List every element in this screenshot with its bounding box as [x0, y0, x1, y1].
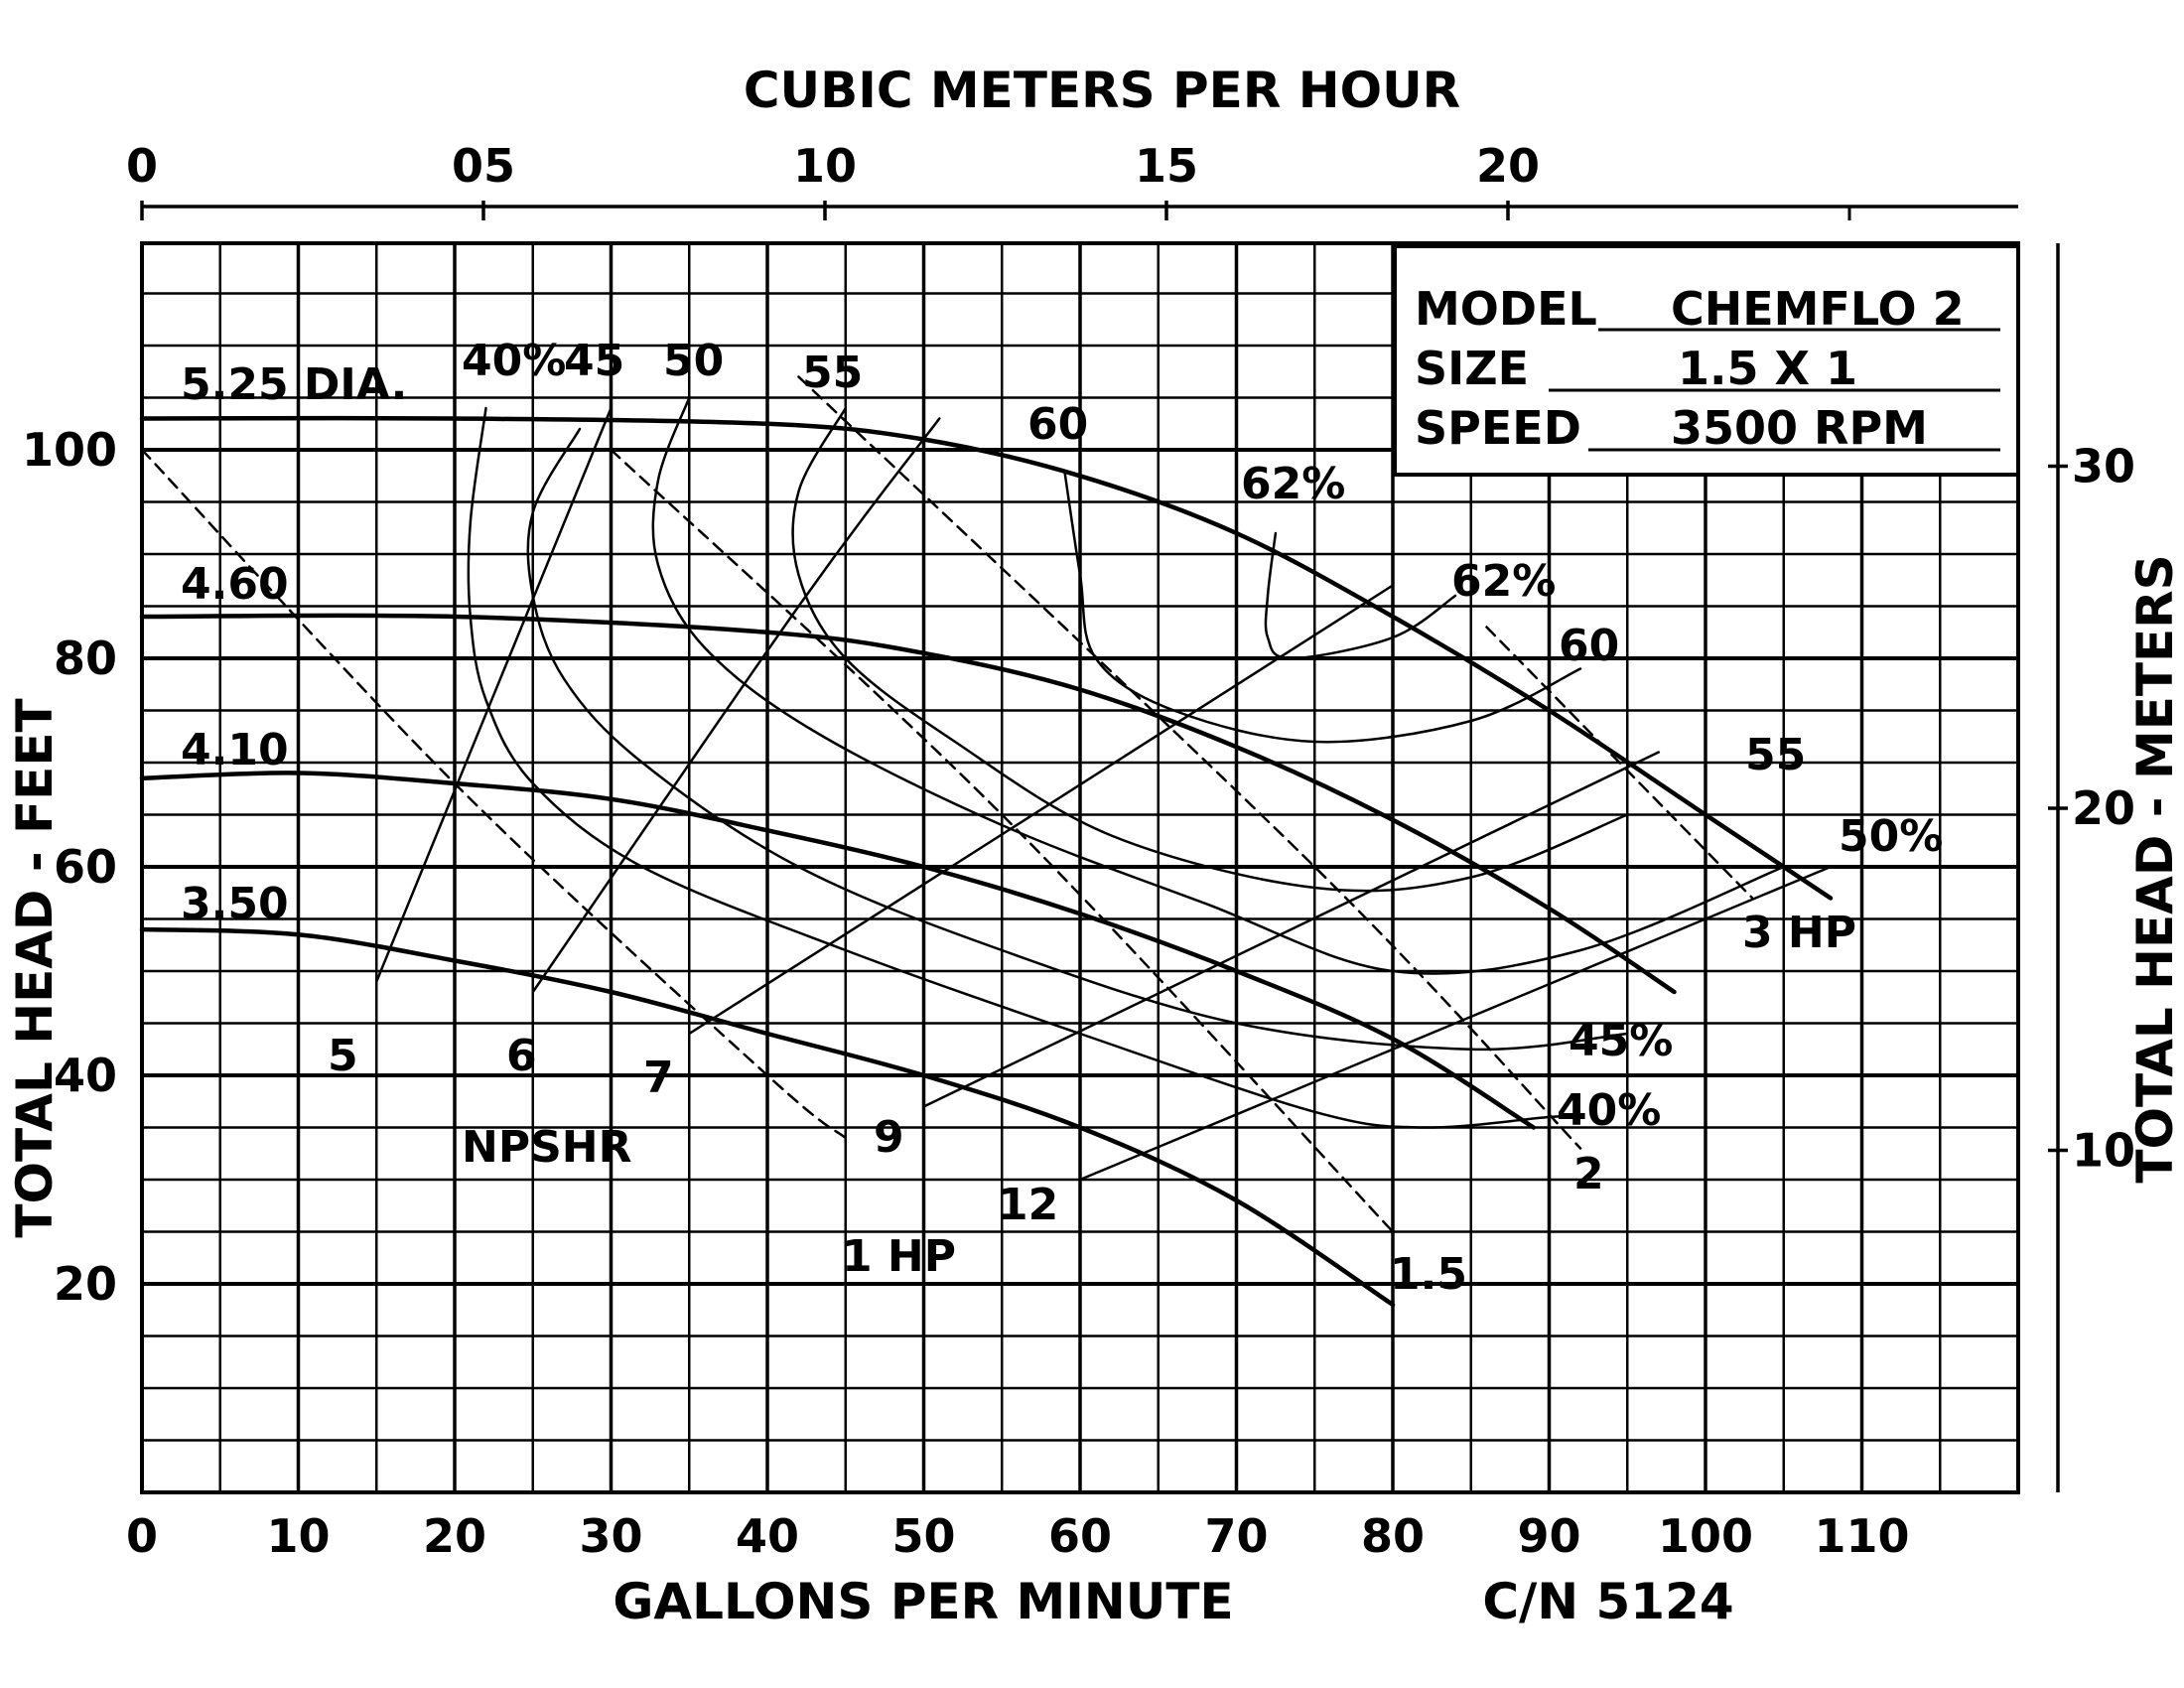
npshr-curve-2 — [688, 584, 1395, 1036]
eff-label-50-right: 50% — [1839, 811, 1943, 862]
eff-label-60: 60 — [1027, 399, 1088, 450]
x-tick-label: 100 — [1658, 1509, 1753, 1563]
hp-label-3: 3 HP — [1742, 908, 1856, 958]
x-tick-label: 20 — [423, 1509, 486, 1563]
x-tick-label: 0 — [126, 1509, 158, 1563]
x-tick-label: 90 — [1517, 1509, 1580, 1563]
npshr-label-5: 5 — [328, 1031, 358, 1081]
top-axis-title: CUBIC METERS PER HOUR — [744, 62, 1460, 119]
top-tick-label: 15 — [1135, 139, 1198, 193]
npshr-label-12: 12 — [998, 1180, 1058, 1230]
chart-curves — [139, 375, 1834, 1308]
size-label: SIZE — [1415, 342, 1529, 395]
right-tick-label: 30 — [2072, 440, 2135, 493]
y-tick-label: 80 — [54, 632, 117, 685]
head-label-4-10: 4.10 — [181, 725, 289, 775]
eff-label-45-right: 45% — [1569, 1016, 1673, 1066]
npshr-label-6: 6 — [506, 1031, 537, 1081]
top-tick-label: 20 — [1476, 139, 1540, 193]
eff-label-40-right: 40% — [1557, 1085, 1661, 1136]
x-tick-label: 80 — [1361, 1509, 1425, 1563]
x-tick-label: 110 — [1814, 1509, 1909, 1563]
speed-label: SPEED — [1415, 401, 1581, 455]
head-label-3-50: 3.50 — [181, 879, 289, 929]
right-tick-label: 10 — [2072, 1124, 2135, 1178]
head-curve-labels: 5.25 DIA. 4.60 4.10 3.50 — [181, 359, 407, 929]
y-axis-title: TOTAL HEAD - FEET — [6, 698, 64, 1237]
x-axis-title: GALLONS PER MINUTE — [613, 1573, 1233, 1630]
curve-labels: 5.25 DIA. 4.60 4.10 3.50 40% 45 50 55 60… — [181, 336, 1943, 1300]
efficiency-curve-0 — [467, 406, 1582, 1129]
head-curve-3 — [139, 926, 1396, 1308]
x-tick-label: 10 — [266, 1509, 330, 1563]
head-label-5-25: 5.25 DIA. — [181, 359, 407, 410]
eff-label-62: 62% — [1241, 459, 1345, 509]
y-tick-label: 20 — [54, 1257, 117, 1311]
model-value: CHEMFLO 2 — [1671, 282, 1965, 336]
efficiency-curve-4 — [1063, 469, 1582, 744]
eff-label-55-right: 55 — [1745, 730, 1806, 780]
y-tick-label: 40 — [54, 1049, 117, 1102]
head-curve-0 — [139, 415, 1834, 901]
npshr-curve-3 — [922, 751, 1661, 1108]
efficiency-curve-3 — [791, 406, 1629, 893]
x-tick-label: 40 — [736, 1509, 799, 1563]
eff-label-45: 45 — [564, 336, 624, 386]
npshr-curve-1 — [531, 417, 941, 994]
top-tick-label: 10 — [793, 139, 857, 193]
y-tick-label: 100 — [22, 423, 117, 477]
x-tick-label: 60 — [1048, 1509, 1112, 1563]
npshr-labels: 5 6 7 9 12 NPSHR — [328, 1031, 1058, 1230]
hp-curve-1 — [610, 448, 1395, 1233]
npshr-curve-0 — [375, 406, 613, 983]
efficiency-curve-2 — [651, 396, 1786, 975]
efficiency-labels-top: 40% 45 50 55 60 62% — [462, 336, 1345, 509]
hp-label-2: 2 — [1573, 1149, 1604, 1199]
head-label-4-60: 4.60 — [181, 559, 289, 610]
head-curve-1 — [139, 613, 1677, 995]
eff-label-40: 40% — [462, 336, 566, 386]
head-curve-2 — [139, 771, 1537, 1130]
eff-label-50: 50 — [663, 336, 724, 386]
npshr-curve-4 — [1078, 865, 1833, 1182]
eff-label-62-right: 62% — [1451, 556, 1556, 607]
info-box: MODEL CHEMFLO 2 SIZE 1.5 X 1 SPEED 3500 … — [1393, 244, 2020, 477]
npshr-label-7: 7 — [643, 1053, 674, 1103]
right-axis-title: TOTAL HEAD - METERS — [2126, 554, 2184, 1183]
size-value: 1.5 X 1 — [1678, 342, 1857, 395]
efficiency-curve-1 — [526, 427, 1629, 1052]
plot-frame — [140, 241, 2020, 1494]
hp-label-1-5: 1.5 — [1390, 1249, 1467, 1300]
x-tick-label: 50 — [891, 1509, 955, 1563]
hp-labels: 1 HP 1.5 2 3 HP — [842, 908, 1856, 1300]
right-tick-label: 20 — [2072, 781, 2135, 835]
eff-label-60-right: 60 — [1559, 621, 1619, 671]
npshr-label-9: 9 — [874, 1112, 904, 1163]
catalog-number: C/N 5124 — [1482, 1573, 1733, 1630]
x-tick-label: 70 — [1204, 1509, 1268, 1563]
x-tick-label: 30 — [579, 1509, 642, 1563]
npshr-title: NPSHR — [462, 1122, 631, 1173]
eff-label-55: 55 — [802, 348, 863, 398]
hp-label-1: 1 HP — [842, 1231, 956, 1282]
efficiency-labels-right: 62% 60 55 50% 45% 40% — [1451, 556, 1943, 1136]
y-tick-label: 60 — [54, 840, 117, 894]
hp-curve-2 — [797, 375, 1582, 1150]
speed-value: 3500 RPM — [1671, 401, 1928, 455]
chart-ticks: 0 10 20 30 40 50 60 70 80 90 100 110 20 40 60 80 100 0 05 1… — [22, 139, 2135, 1563]
top-tick-label: 05 — [452, 139, 515, 193]
top-tick-label: 0 — [126, 139, 158, 193]
hp-curve-0 — [140, 448, 848, 1140]
model-label: MODEL — [1415, 282, 1597, 336]
hp-curve-3 — [1485, 626, 1754, 900]
